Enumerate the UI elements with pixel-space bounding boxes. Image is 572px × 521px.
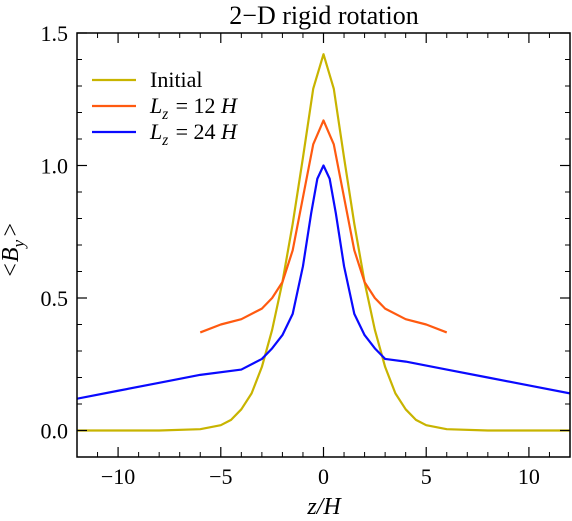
- y-axis-label: <By >: [0, 222, 28, 279]
- plot-area: [77, 53, 570, 432]
- y-axis-label-text: <By >: [0, 222, 28, 279]
- legend-label-1: Initial: [150, 67, 203, 92]
- x-tick-label: 0: [318, 464, 329, 489]
- axes: −10 −5 0 5 10 0.0 0.5 1.0 1.5: [41, 21, 571, 489]
- chart-title: 2−D rigid rotation: [229, 1, 418, 30]
- x-tick-label: 5: [421, 464, 432, 489]
- y-tick-label: 1.5: [41, 21, 69, 46]
- y-tick-label: 0.0: [41, 419, 69, 444]
- x-tick-label: −5: [209, 464, 232, 489]
- x-tick-label: −10: [101, 464, 135, 489]
- legend-label-3: Lz = 24 H: [149, 119, 238, 149]
- y-tick-label: 0.5: [41, 286, 69, 311]
- series-line-2: [199, 119, 448, 334]
- x-tick-label: 10: [518, 464, 540, 489]
- x-axis-label: z/H: [306, 494, 342, 520]
- series-line-1: [77, 53, 570, 432]
- legend-label-2: Lz = 12 H: [149, 93, 238, 123]
- y-tick-label: 1.0: [41, 154, 69, 179]
- series-line-3: [77, 164, 570, 400]
